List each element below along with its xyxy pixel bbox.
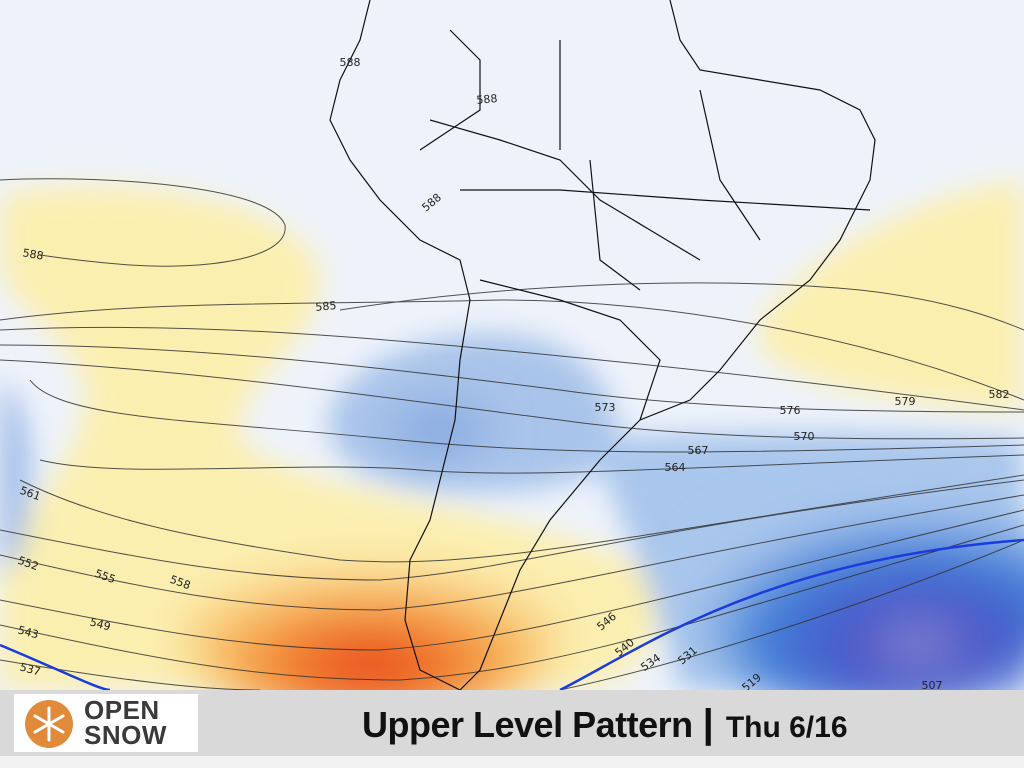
height-anomaly-shading	[0, 180, 1024, 690]
contour-label: 582	[989, 388, 1010, 401]
contour-label: 573	[595, 401, 616, 414]
logo-line: OPEN	[84, 695, 160, 725]
contour-label: 579	[895, 395, 916, 408]
caption-title: Upper Level Pattern	[362, 704, 693, 745]
contour-label: 543	[16, 624, 40, 642]
logo-text: OPEN SNOW	[84, 695, 167, 750]
contour-label: 570	[794, 430, 815, 443]
logo: OPEN SNOW	[14, 694, 198, 752]
caption-separator: |	[702, 702, 714, 746]
contour-label: 564	[665, 461, 686, 474]
logo-line: SNOW	[84, 720, 167, 750]
contour-label: 507	[922, 679, 943, 690]
contour-label: 549	[88, 616, 112, 634]
bottom-strip	[0, 756, 1024, 768]
contour-label: 567	[688, 444, 709, 457]
contour-label: 588	[476, 92, 498, 107]
logo-icon	[25, 700, 73, 748]
caption-date: Thu 6/16	[725, 711, 848, 744]
contour-label: 576	[780, 404, 801, 417]
contour-label: 588	[22, 246, 45, 262]
contour-label: 537	[18, 661, 42, 679]
contour-540	[0, 538, 1024, 690]
continent-outline	[329, 0, 876, 690]
contour-label: 585	[315, 299, 337, 314]
contour-label: 588	[340, 56, 361, 69]
caption-bar: OPEN SNOW Upper Level Pattern | Thu 6/16	[0, 690, 1024, 756]
caption: Upper Level Pattern | Thu 6/16	[362, 702, 848, 747]
map: 5885885885885855825795765735705675645615…	[0, 0, 1024, 690]
